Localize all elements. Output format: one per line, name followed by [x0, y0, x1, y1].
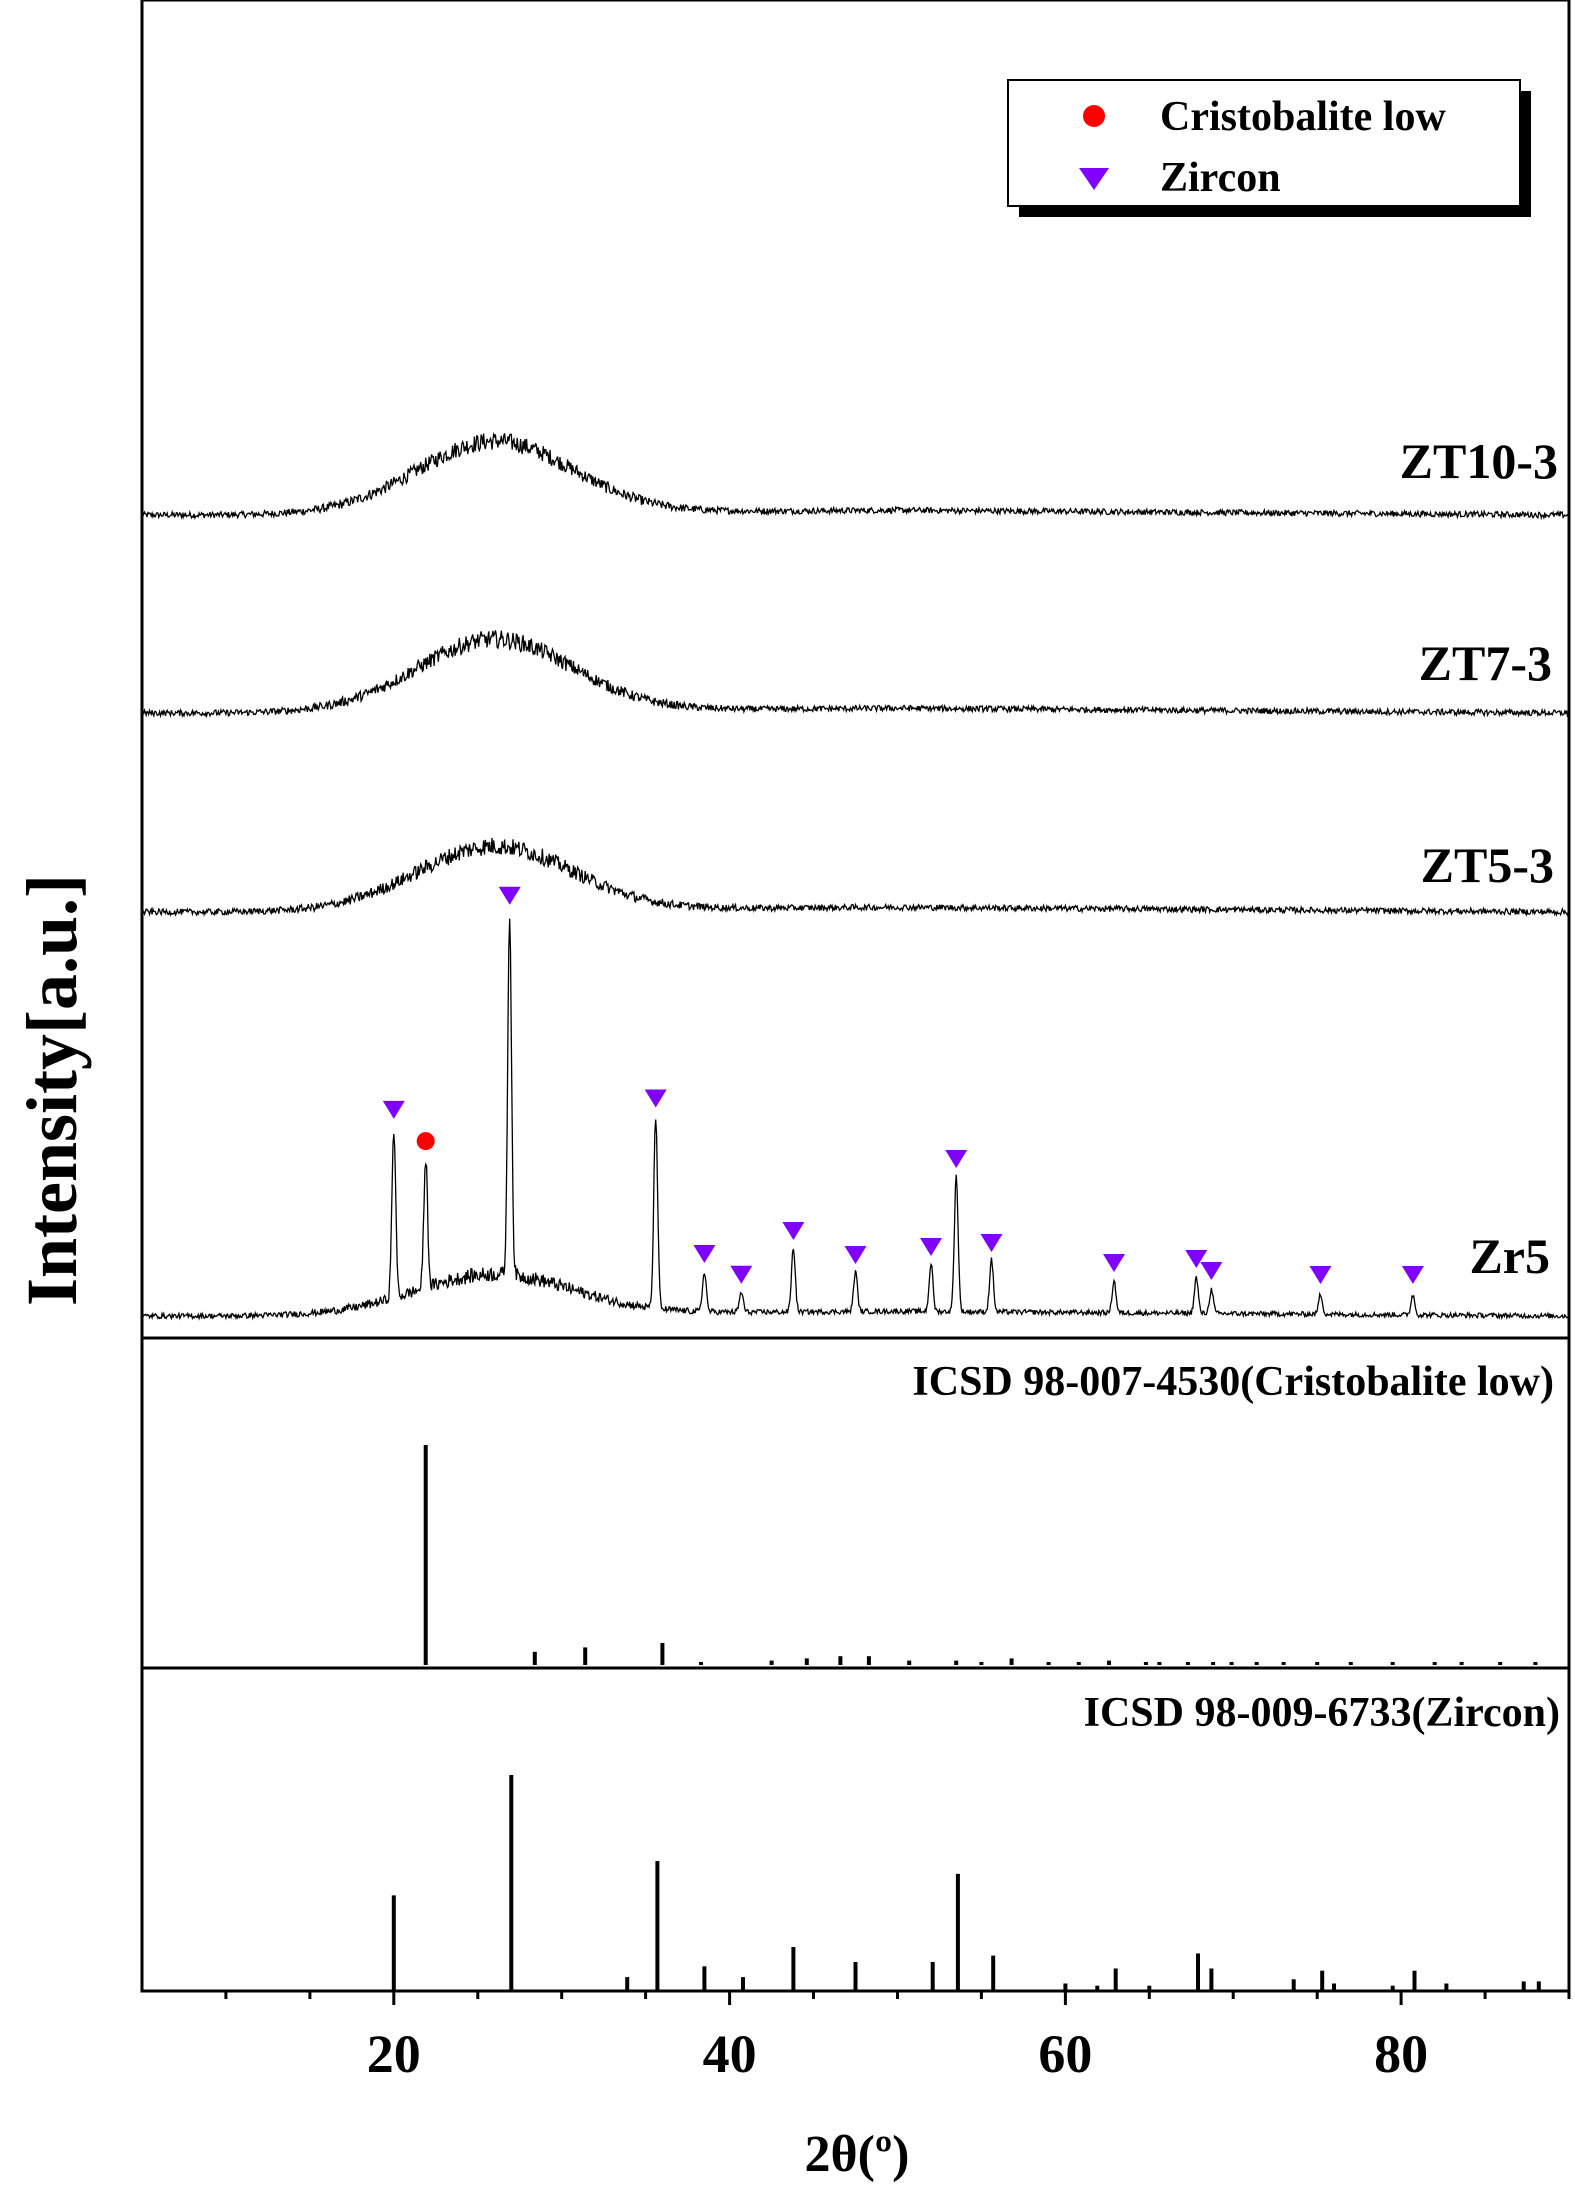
marker-zircon	[844, 1246, 867, 1264]
series-label-zr5: Zr5	[1469, 1228, 1550, 1284]
x-tick-label: 60	[1038, 2024, 1092, 2084]
marker-zircon	[1103, 1254, 1125, 1272]
marker-zircon	[1185, 1250, 1208, 1268]
x-axis-title: 2θ(º)	[805, 2126, 910, 2183]
legend-marker-zircon	[1079, 168, 1109, 190]
x-tick-label: 20	[367, 2024, 421, 2084]
trace-zt5-3	[142, 838, 1570, 918]
y-axis-title: Intensity[a.u.]	[12, 874, 92, 1306]
trace-zr5	[141, 918, 1570, 1321]
marker-zircon	[498, 886, 521, 905]
legend-label-cristobalite-low: Cristobalite low	[1160, 94, 1446, 140]
series-label-zt7-3: ZT7-3	[1419, 635, 1552, 691]
marker-zircon	[644, 1089, 667, 1108]
x-tick-label: 40	[703, 2024, 757, 2084]
x-axis: 20 40 60 80	[224, 1991, 1571, 2084]
marker-zircon	[920, 1238, 942, 1256]
marker-zircon	[1401, 1266, 1424, 1284]
reference-panels-frame	[140, 1336, 1571, 1993]
marker-zircon	[945, 1150, 968, 1168]
marker-cristobalite-low	[416, 1132, 435, 1151]
marker-zircon	[980, 1234, 1003, 1252]
legend-marker-cristobalite-low	[1083, 105, 1105, 127]
marker-zircon	[730, 1265, 753, 1284]
marker-zircon	[1309, 1266, 1332, 1284]
marker-zircon	[693, 1245, 716, 1263]
marker-zircon	[382, 1100, 405, 1119]
reference-label-cristobalite: ICSD 98-007-4530(Cristobalite low)	[912, 1359, 1554, 1405]
reference-sticks	[391, 1445, 1541, 1990]
marker-zircon	[782, 1222, 805, 1240]
trace-zt10-3	[141, 431, 1570, 521]
marker-zircon	[1200, 1262, 1223, 1280]
series-label-zt10-3: ZT10-3	[1400, 433, 1558, 489]
legend: Cristobalite low Zircon	[1007, 79, 1531, 217]
x-tick-label: 80	[1374, 2024, 1428, 2084]
phase-markers	[382, 886, 1424, 1284]
diffraction-traces	[141, 431, 1570, 1321]
reference-label-zircon: ICSD 98-009-6733(Zircon)	[1084, 1690, 1560, 1736]
series-label-zt5-3: ZT5-3	[1421, 837, 1554, 893]
trace-zt7-3	[141, 630, 1570, 719]
legend-label-zircon: Zircon	[1160, 155, 1281, 201]
